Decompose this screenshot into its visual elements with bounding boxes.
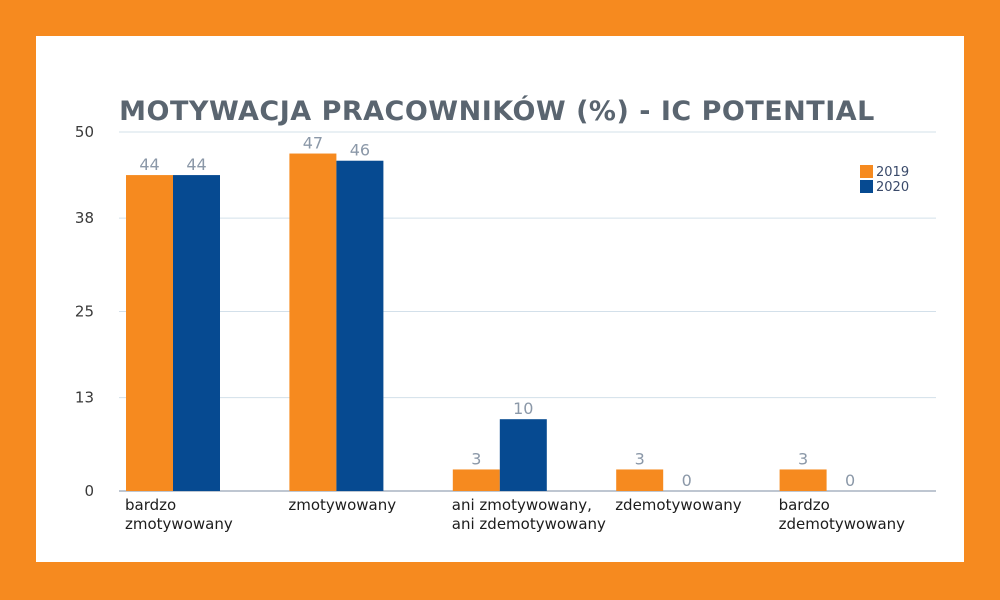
- bar-2019-0: [126, 175, 173, 491]
- x-tick-label-line: ani zdemotywowany: [452, 515, 606, 533]
- chart-card: MOTYWACJA PRACOWNIKÓW (%) - IC POTENTIAL…: [36, 36, 964, 562]
- y-tick-label: 38: [75, 209, 94, 227]
- x-tick-label-line: zmotywowany: [288, 496, 396, 514]
- y-axis-ticks: 0 13 25 38 50: [75, 123, 94, 500]
- legend-label-2019: 2019: [876, 165, 909, 180]
- bar-2019-2: [452, 469, 500, 491]
- x-tick-label-line: zdemotywowany: [779, 515, 906, 533]
- data-label: 44: [186, 155, 206, 174]
- x-tick-label: bardzo zmotywowany: [125, 496, 233, 533]
- data-label: 44: [139, 155, 159, 174]
- bar-2020-0: [173, 175, 220, 491]
- legend-swatch-2019: [860, 165, 873, 178]
- bar-2020-2: [499, 419, 547, 491]
- y-tick-label: 50: [75, 123, 94, 141]
- bar-chart: MOTYWACJA PRACOWNIKÓW (%) - IC POTENTIAL…: [75, 95, 936, 533]
- data-label: 3: [798, 449, 808, 468]
- data-label: 0: [682, 471, 692, 490]
- bar-2019-4: [779, 469, 827, 491]
- bar-2019-1: [289, 153, 337, 491]
- y-tick-label: 13: [75, 389, 94, 407]
- x-tick-label: zmotywowany: [288, 496, 396, 514]
- data-label: 3: [635, 449, 645, 468]
- bars: [126, 153, 827, 491]
- bar-2019-3: [616, 469, 664, 491]
- x-tick-label-line: zdemotywowany: [615, 496, 742, 514]
- bar-2020-1: [336, 160, 384, 491]
- x-tick-label-line: zmotywowany: [125, 515, 233, 533]
- data-label: 47: [303, 134, 323, 153]
- data-labels: 44 44 47 46 3 10 3 0 3 0: [139, 134, 855, 490]
- data-label: 3: [471, 449, 481, 468]
- data-label: 0: [845, 471, 855, 490]
- x-tick-label-line: bardzo: [125, 496, 176, 514]
- chart-title: MOTYWACJA PRACOWNIKÓW (%) - IC POTENTIAL: [119, 95, 875, 127]
- x-tick-label: ani zmotywowany, ani zdemotywowany: [452, 496, 606, 533]
- legend-label-2020: 2020: [876, 180, 909, 195]
- x-tick-label: zdemotywowany: [615, 496, 742, 514]
- data-label: 10: [513, 399, 533, 418]
- y-tick-label: 25: [75, 303, 94, 321]
- x-tick-label: bardzo zdemotywowany: [779, 496, 906, 533]
- legend-swatch-2020: [860, 180, 873, 193]
- data-label: 46: [350, 141, 370, 160]
- x-tick-label-line: bardzo: [779, 496, 830, 514]
- x-tick-label-line: ani zmotywowany,: [452, 496, 592, 514]
- y-tick-label: 0: [84, 482, 94, 500]
